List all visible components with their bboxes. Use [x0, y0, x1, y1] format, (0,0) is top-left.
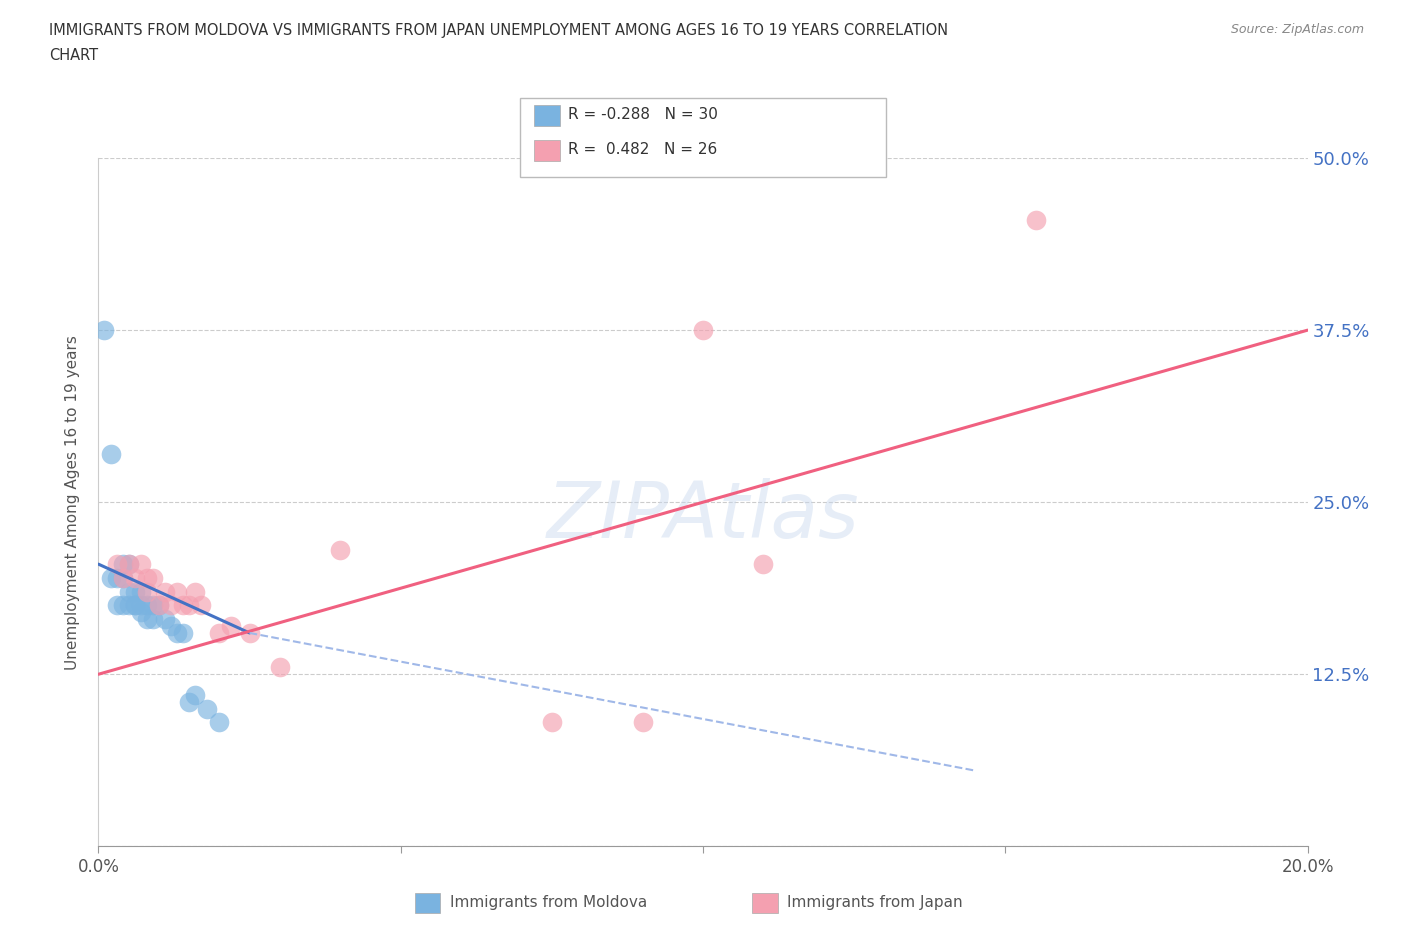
Text: ZIPAtlas: ZIPAtlas	[547, 478, 859, 554]
Point	[100, 570, 122, 585]
Point	[184, 584, 207, 599]
Point	[190, 598, 212, 613]
Point	[118, 598, 141, 613]
Point	[142, 598, 165, 613]
Point	[160, 618, 183, 633]
Text: Source: ZipAtlas.com: Source: ZipAtlas.com	[1230, 23, 1364, 36]
Point	[329, 543, 352, 558]
Point	[221, 618, 243, 633]
Point	[166, 584, 188, 599]
Point	[135, 612, 157, 627]
Point	[269, 660, 291, 675]
Point	[111, 557, 134, 572]
Point	[100, 446, 122, 461]
Point	[129, 584, 152, 599]
Point	[148, 598, 170, 613]
Point	[118, 584, 141, 599]
Text: Immigrants from Moldova: Immigrants from Moldova	[450, 895, 647, 910]
Point	[124, 598, 146, 613]
Text: IMMIGRANTS FROM MOLDOVA VS IMMIGRANTS FROM JAPAN UNEMPLOYMENT AMONG AGES 16 TO 1: IMMIGRANTS FROM MOLDOVA VS IMMIGRANTS FR…	[49, 23, 948, 38]
Point	[105, 570, 128, 585]
Point	[118, 557, 141, 572]
Point	[129, 557, 152, 572]
Point	[142, 570, 165, 585]
Point	[135, 598, 157, 613]
Text: Immigrants from Japan: Immigrants from Japan	[787, 895, 963, 910]
Point	[172, 598, 194, 613]
Point	[124, 570, 146, 585]
Point	[631, 715, 654, 730]
Point	[1024, 213, 1046, 228]
Point	[239, 626, 262, 641]
Point	[111, 598, 134, 613]
Point	[153, 612, 176, 627]
Point	[124, 584, 146, 599]
Point	[105, 557, 128, 572]
Point	[153, 584, 176, 599]
Text: CHART: CHART	[49, 48, 98, 63]
Point	[208, 715, 231, 730]
Point	[184, 687, 207, 702]
Point	[105, 598, 128, 613]
Point	[208, 626, 231, 641]
Point	[129, 598, 152, 613]
Point	[135, 570, 157, 585]
Point	[172, 626, 194, 641]
Point	[111, 570, 134, 585]
Point	[129, 604, 152, 619]
Point	[692, 323, 714, 338]
Point	[540, 715, 562, 730]
Point	[111, 570, 134, 585]
Point	[93, 323, 115, 338]
Point	[752, 557, 775, 572]
Point	[166, 626, 188, 641]
Y-axis label: Unemployment Among Ages 16 to 19 years: Unemployment Among Ages 16 to 19 years	[65, 335, 80, 670]
Point	[135, 584, 157, 599]
Point	[124, 598, 146, 613]
Text: R = -0.288   N = 30: R = -0.288 N = 30	[568, 107, 718, 122]
Text: R =  0.482   N = 26: R = 0.482 N = 26	[568, 142, 717, 157]
Point	[118, 557, 141, 572]
Point	[179, 598, 201, 613]
Point	[195, 701, 218, 716]
Point	[142, 612, 165, 627]
Point	[148, 598, 170, 613]
Point	[160, 598, 183, 613]
Point	[179, 695, 201, 710]
